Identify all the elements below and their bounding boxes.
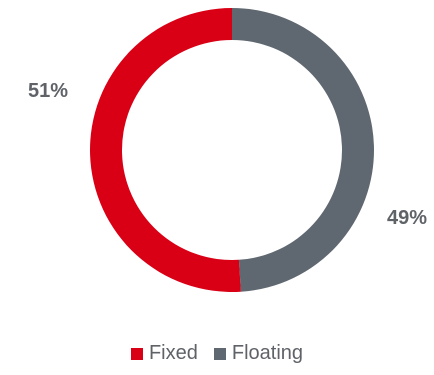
donut-slice-floating xyxy=(232,8,374,292)
data-label-floating: 49% xyxy=(387,207,427,229)
legend-label-floating: Floating xyxy=(231,342,304,364)
donut-slice-fixed xyxy=(89,8,241,293)
legend: Fixed Floating xyxy=(0,342,434,365)
legend-swatch-floating xyxy=(213,347,226,360)
legend-item-floating: Floating xyxy=(213,342,304,365)
data-label-fixed: 51% xyxy=(28,80,68,102)
legend-item-fixed: Fixed xyxy=(130,342,198,365)
legend-label-fixed: Fixed xyxy=(148,342,198,364)
legend-swatch-fixed xyxy=(130,347,143,360)
donut-slices xyxy=(89,8,374,293)
